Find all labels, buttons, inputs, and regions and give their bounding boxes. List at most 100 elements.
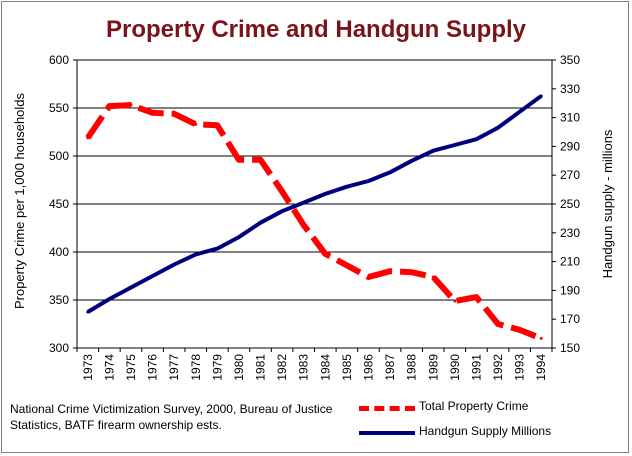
data-point	[410, 270, 414, 274]
legend: Total Property Crime Handgun Supply Mill…	[355, 398, 625, 446]
x-tick-label: 1978	[189, 354, 203, 381]
data-point	[151, 274, 155, 278]
x-tick-label: 1983	[297, 354, 311, 381]
data-point	[474, 137, 478, 141]
x-tick-label: 1991	[469, 354, 483, 381]
legend-item-handgun-supply: Handgun Supply Millions	[355, 423, 625, 443]
data-point	[518, 110, 522, 114]
x-tick-label: 1980	[232, 354, 246, 381]
data-point	[237, 235, 241, 239]
x-tick-label: 1984	[318, 354, 332, 381]
data-point	[453, 299, 457, 303]
data-point	[172, 112, 176, 116]
data-point	[496, 126, 500, 130]
y2-tick-label: 270	[560, 168, 580, 182]
tick-labels: 300 350 400 450 500 550 600 150 170 190 210 230 250 2…	[49, 53, 580, 381]
x-tick-label: 1979	[210, 354, 224, 381]
data-point	[172, 262, 176, 266]
data-point	[366, 275, 370, 279]
data-point	[215, 247, 219, 251]
legend-swatch-property-crime	[359, 406, 415, 411]
y-tick-label: 300	[49, 341, 69, 355]
x-tick-label: 1976	[146, 354, 160, 381]
data-point	[302, 201, 306, 205]
data-point	[280, 209, 284, 213]
data-point	[237, 158, 241, 162]
x-tick-label: 1974	[102, 354, 116, 381]
data-point	[539, 94, 543, 98]
x-tick-label: 1994	[534, 354, 548, 381]
data-point	[107, 297, 111, 301]
y2-tick-label: 330	[560, 82, 580, 96]
chart-title: Property Crime and Handgun Supply	[105, 16, 527, 43]
data-point	[107, 104, 111, 108]
data-point	[194, 122, 198, 126]
legend-label: Handgun Supply Millions	[419, 424, 552, 438]
axes	[73, 59, 556, 352]
data-point	[86, 136, 90, 140]
y2-tick-label: 250	[560, 197, 580, 211]
x-tick-label: 1988	[405, 354, 419, 381]
x-tick-label: 1986	[361, 354, 375, 381]
data-point	[345, 263, 349, 267]
y-tick-label: 550	[49, 101, 69, 115]
series-line-1	[86, 94, 543, 314]
y2-tick-label: 230	[560, 226, 580, 240]
y-tick-label: 400	[49, 245, 69, 259]
x-tick-label: 1975	[124, 354, 138, 381]
data-point	[345, 185, 349, 189]
source-note: National Crime Victimization Survey, 200…	[10, 402, 333, 432]
y-tick-label: 350	[49, 293, 69, 307]
data-point	[431, 149, 435, 153]
x-tick-label: 1993	[513, 354, 527, 381]
y-tick-label: 450	[49, 197, 69, 211]
data-point	[366, 179, 370, 183]
data-point	[410, 159, 414, 163]
data-point	[388, 269, 392, 273]
legend-swatch-handgun-supply	[359, 431, 415, 435]
data-point	[388, 170, 392, 174]
y-axis-label: Property Crime per 1,000 households	[12, 92, 27, 309]
data-point	[496, 322, 500, 326]
data-point	[518, 328, 522, 332]
series-lines	[85, 94, 543, 342]
data-point	[280, 190, 284, 194]
x-tick-label: 1973	[81, 354, 95, 381]
x-tick-label: 1989	[426, 354, 440, 381]
data-point	[215, 123, 219, 127]
x-tick-label: 1992	[491, 354, 505, 381]
x-tick-label: 1982	[275, 354, 289, 381]
x-tick-label: 1981	[254, 354, 268, 381]
x-tick-label: 1987	[383, 354, 397, 381]
data-point	[539, 336, 543, 340]
legend-item-property-crime: Total Property Crime	[355, 398, 625, 418]
y2-tick-label: 170	[560, 312, 580, 326]
y2-tick-label: 310	[560, 111, 580, 125]
y-tick-label: 500	[49, 149, 69, 163]
data-point	[259, 158, 263, 162]
data-point	[431, 275, 435, 279]
grid-lines	[77, 59, 552, 301]
y-tick-label: 600	[49, 53, 69, 67]
x-tick-label: 1990	[448, 354, 462, 381]
data-point	[323, 252, 327, 256]
y2-tick-label: 190	[560, 283, 580, 297]
data-point	[474, 295, 478, 299]
y2-tick-label: 210	[560, 255, 580, 269]
data-point	[259, 221, 263, 225]
x-tick-label: 1985	[340, 354, 354, 381]
y2-axis-label: Handgun supply - millions	[600, 129, 615, 278]
y2-tick-label: 290	[560, 139, 580, 153]
data-point	[323, 192, 327, 196]
data-point	[86, 310, 90, 314]
y2-tick-label: 150	[560, 341, 580, 355]
data-point	[129, 286, 133, 290]
data-point	[302, 223, 306, 227]
data-point	[453, 143, 457, 147]
y2-tick-label: 350	[560, 53, 580, 67]
x-tick-label: 1977	[167, 354, 181, 381]
series-line-0	[85, 102, 543, 342]
data-point	[194, 252, 198, 256]
